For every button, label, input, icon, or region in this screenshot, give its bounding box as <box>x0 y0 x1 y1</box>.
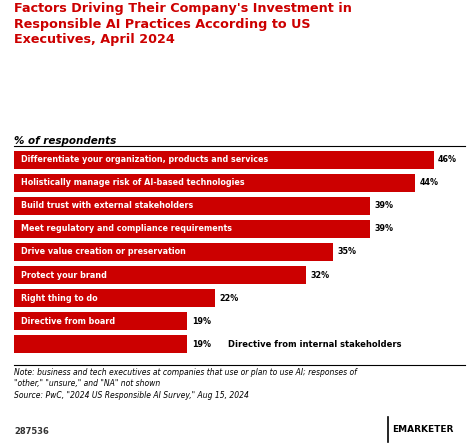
Text: Differentiate your organization, products and services: Differentiate your organization, product… <box>22 155 269 164</box>
Bar <box>14 312 188 330</box>
Bar <box>14 174 415 192</box>
Bar <box>14 289 215 307</box>
Text: Build trust with external stakeholders: Build trust with external stakeholders <box>22 202 194 211</box>
Text: % of respondents: % of respondents <box>14 136 117 146</box>
Text: Factors Driving Their Company's Investment in
Responsible AI Practices According: Factors Driving Their Company's Investme… <box>14 2 352 46</box>
Text: EMARKETER: EMARKETER <box>392 425 454 434</box>
Bar <box>14 220 370 238</box>
Bar <box>14 151 433 169</box>
Text: Right thing to do: Right thing to do <box>22 293 98 302</box>
Text: 44%: 44% <box>420 178 439 187</box>
Text: 19%: 19% <box>192 340 211 349</box>
Text: 46%: 46% <box>438 155 457 164</box>
Text: 287536: 287536 <box>14 427 49 436</box>
Text: 39%: 39% <box>374 202 393 211</box>
Text: EM: EM <box>361 424 379 434</box>
Text: Note: business and tech executives at companies that use or plan to use AI; resp: Note: business and tech executives at co… <box>14 368 357 400</box>
Text: Directive from board: Directive from board <box>22 317 116 326</box>
Text: Protect your brand: Protect your brand <box>22 271 107 280</box>
Text: 39%: 39% <box>374 224 393 233</box>
Text: Meet regulatory and compliance requirements: Meet regulatory and compliance requireme… <box>22 224 232 233</box>
Text: Drive value creation or preservation: Drive value creation or preservation <box>22 248 186 256</box>
Text: 32%: 32% <box>311 271 329 280</box>
Bar <box>14 335 188 353</box>
Text: 35%: 35% <box>338 248 357 256</box>
Text: 19%: 19% <box>192 317 211 326</box>
Text: 22%: 22% <box>219 293 238 302</box>
Text: Holistically manage risk of AI-based technologies: Holistically manage risk of AI-based tec… <box>22 178 245 187</box>
Bar <box>14 266 306 284</box>
Bar <box>14 243 333 261</box>
Bar <box>14 197 370 215</box>
Text: Directive from internal stakeholders: Directive from internal stakeholders <box>228 340 402 349</box>
